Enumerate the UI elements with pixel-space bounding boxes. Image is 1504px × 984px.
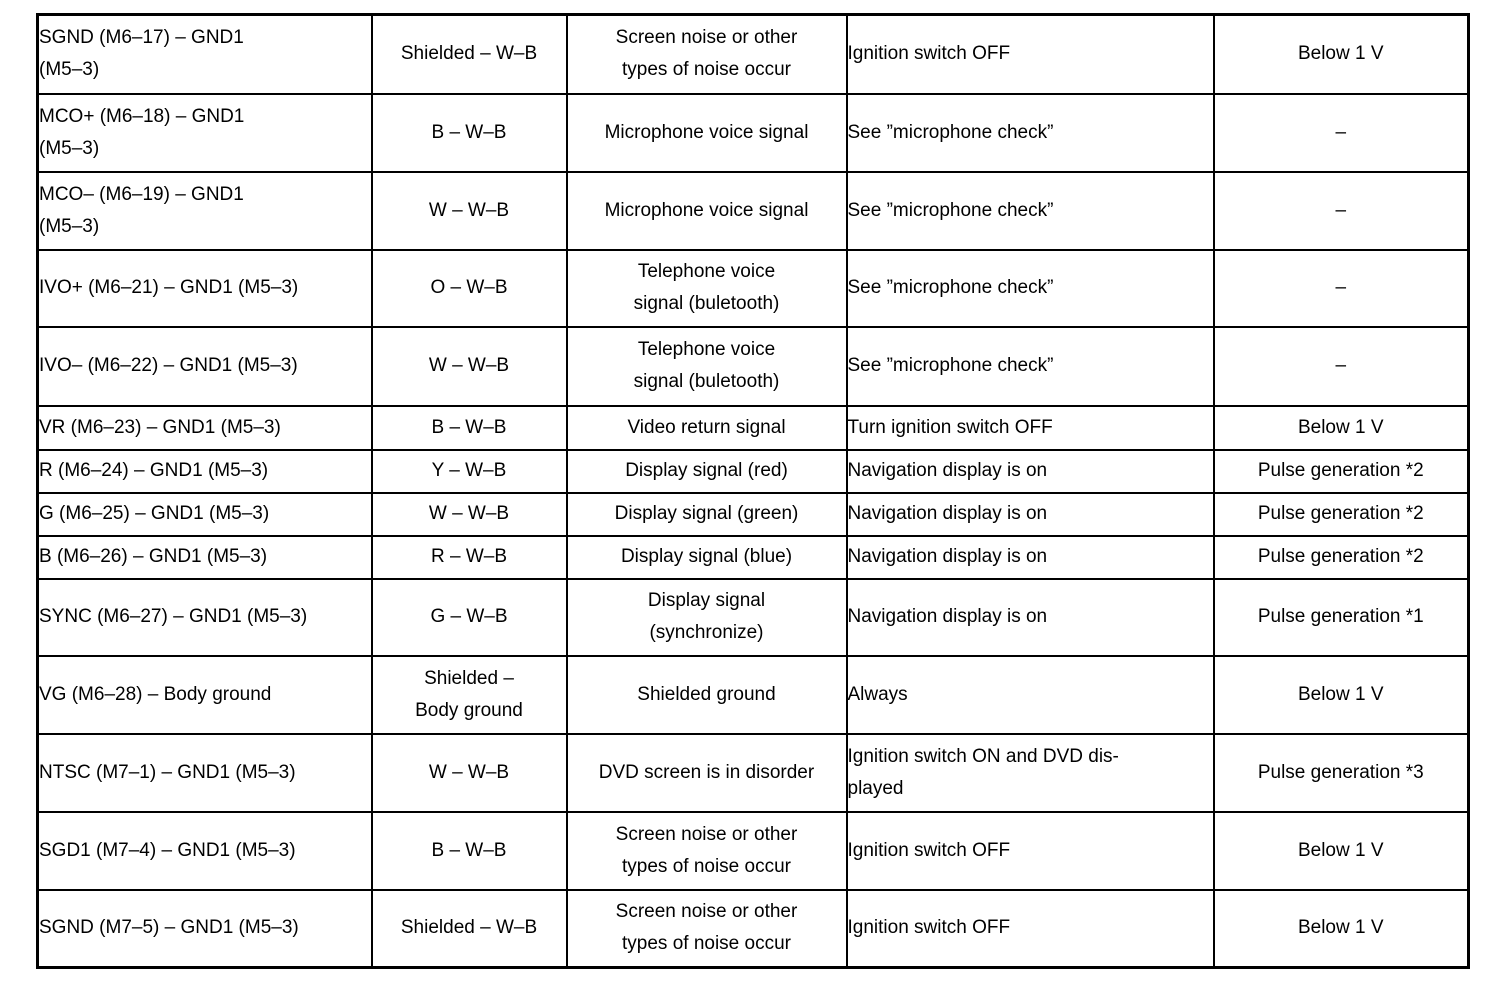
cell-wire-color: B – W–B [370,92,568,173]
cell-condition: Navigation display is on [845,448,1215,494]
cell-condition: Ignition switch OFF [845,13,1215,95]
cell-condition: Navigation display is on [845,577,1215,657]
cell-specified-value: Below 1 V [1212,810,1470,891]
cell-condition: See ”microphone check” [845,92,1215,173]
cell-wire-color: B – W–B [370,404,568,451]
cell-wire-color: W – W–B [370,325,568,407]
cell-condition: See ”microphone check” [845,325,1215,407]
table-row: B (M6–26) – GND1 (M5–3) R – W–B Display si… [36,534,1470,580]
cell-specified-value: Below 1 V [1212,13,1470,95]
cell-condition: Ignition switch OFF [845,888,1215,969]
cell-terminals: NTSC (M7–1) – GND1 (M5–3) [36,732,373,813]
cell-item: Telephone voice signal (buletooth) [565,248,848,328]
cell-item: Screen noise or other types of noise occ… [565,810,848,891]
cell-specified-value: – [1212,325,1470,407]
cell-specified-value: Below 1 V [1212,888,1470,969]
cell-condition: See ”microphone check” [845,248,1215,328]
cell-specified-value: – [1212,170,1470,251]
cell-wire-color: W – W–B [370,491,568,537]
cell-terminals: MCO– (M6–19) – GND1 (M5–3) [36,170,373,251]
cell-item: Microphone voice signal [565,170,848,251]
cell-item: Display signal (synchronize) [565,577,848,657]
cell-specified-value: Pulse generation *3 [1212,732,1470,813]
cell-item: Screen noise or other types of noise occ… [565,888,848,969]
cell-terminals: VR (M6–23) – GND1 (M5–3) [36,404,373,451]
cell-condition: Turn ignition switch OFF [845,404,1215,451]
cell-item: Video return signal [565,404,848,451]
cell-terminals: SGD1 (M7–4) – GND1 (M5–3) [36,810,373,891]
table-row: SGND (M6–17) – GND1 (M5–3) Shielded – W–B… [36,13,1470,95]
cell-item: Shielded ground [565,654,848,735]
cell-wire-color: Shielded – W–B [370,888,568,969]
table-row: NTSC (M7–1) – GND1 (M5–3) W – W–B DVD scre… [36,732,1470,813]
cell-condition: Navigation display is on [845,534,1215,580]
cell-condition: Navigation display is on [845,491,1215,537]
cell-item: Display signal (green) [565,491,848,537]
cell-wire-color: R – W–B [370,534,568,580]
cell-specified-value: Pulse generation *1 [1212,577,1470,657]
cell-terminals: G (M6–25) – GND1 (M5–3) [36,491,373,537]
cell-wire-color: O – W–B [370,248,568,328]
cell-terminals: VG (M6–28) – Body ground [36,654,373,735]
cell-terminals: SGND (M7–5) – GND1 (M5–3) [36,888,373,969]
cell-wire-color: G – W–B [370,577,568,657]
cell-wire-color: W – W–B [370,170,568,251]
cell-condition: Ignition switch OFF [845,810,1215,891]
table-row: SGD1 (M7–4) – GND1 (M5–3) B – W–B Screen n… [36,810,1470,891]
cell-terminals: IVO– (M6–22) – GND1 (M5–3) [36,325,373,407]
cell-terminals: R (M6–24) – GND1 (M5–3) [36,448,373,494]
terminal-inspection-table: SGND (M6–17) – GND1 (M5–3) Shielded – W–B… [36,13,1470,969]
cell-item: Display signal (red) [565,448,848,494]
table-row: IVO– (M6–22) – GND1 (M5–3) W – W–B Telepho… [36,325,1470,407]
cell-terminals: IVO+ (M6–21) – GND1 (M5–3) [36,248,373,328]
cell-specified-value: Pulse generation *2 [1212,491,1470,537]
cell-terminals: SYNC (M6–27) – GND1 (M5–3) [36,577,373,657]
cell-item: Microphone voice signal [565,92,848,173]
cell-specified-value: Below 1 V [1212,404,1470,451]
cell-item: Display signal (blue) [565,534,848,580]
cell-item: Screen noise or other types of noise occ… [565,13,848,95]
cell-wire-color: Shielded – Body ground [370,654,568,735]
cell-terminals: MCO+ (M6–18) – GND1 (M5–3) [36,92,373,173]
table-row: VR (M6–23) – GND1 (M5–3) B – W–B Video ret… [36,404,1470,451]
cell-specified-value: Pulse generation *2 [1212,534,1470,580]
table-row: SGND (M7–5) – GND1 (M5–3) Shielded – W–B S… [36,888,1470,969]
cell-specified-value: Below 1 V [1212,654,1470,735]
cell-specified-value: – [1212,248,1470,328]
cell-item: DVD screen is in disorder [565,732,848,813]
cell-terminals: SGND (M6–17) – GND1 (M5–3) [36,13,373,95]
table-row: VG (M6–28) – Body ground Shielded – Body … [36,654,1470,735]
cell-condition: Ignition switch ON and DVD dis- played [845,732,1215,813]
cell-item: Telephone voice signal (buletooth) [565,325,848,407]
table-row: R (M6–24) – GND1 (M5–3) Y – W–B Display si… [36,448,1470,494]
cell-specified-value: Pulse generation *2 [1212,448,1470,494]
cell-condition: See ”microphone check” [845,170,1215,251]
table-row: SYNC (M6–27) – GND1 (M5–3) G – W–B Display… [36,577,1470,657]
table-row: MCO– (M6–19) – GND1 (M5–3) W – W–B Microph… [36,170,1470,251]
cell-terminals: B (M6–26) – GND1 (M5–3) [36,534,373,580]
table-row: MCO+ (M6–18) – GND1 (M5–3) B – W–B Microph… [36,92,1470,173]
table-row: G (M6–25) – GND1 (M5–3) W – W–B Display si… [36,491,1470,537]
cell-wire-color: Y – W–B [370,448,568,494]
cell-specified-value: – [1212,92,1470,173]
table-row: IVO+ (M6–21) – GND1 (M5–3) O – W–B Telepho… [36,248,1470,328]
cell-wire-color: W – W–B [370,732,568,813]
cell-condition: Always [845,654,1215,735]
cell-wire-color: B – W–B [370,810,568,891]
cell-wire-color: Shielded – W–B [370,13,568,95]
